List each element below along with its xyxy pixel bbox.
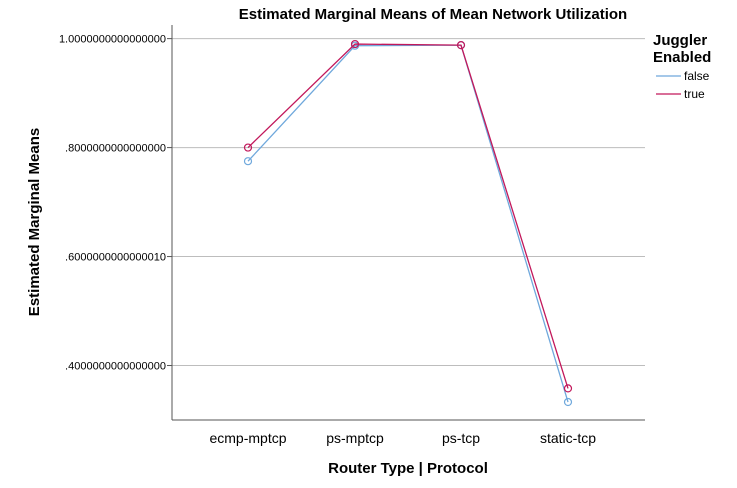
data-point-true (350, 39, 360, 49)
data-point-true (563, 384, 573, 393)
legend-label-true: true (684, 87, 705, 101)
x-tick-label: ps-tcp (442, 430, 480, 446)
data-point-true (243, 143, 253, 152)
legend-label-false: false (684, 69, 710, 83)
y-axis-title: Estimated Marginal Means (26, 128, 43, 316)
x-tick-label: ps-mptcp (326, 430, 384, 446)
data-point-true (456, 41, 466, 50)
legend: Juggler Enabled false true (653, 32, 711, 101)
grid (172, 38, 645, 367)
series-line-false (247, 44, 569, 403)
series-line-true (247, 43, 569, 389)
y-axis-ticks: 1.0000000000000000 .8000000000000000 .6000… (59, 34, 172, 373)
x-tick-label: static-tcp (540, 430, 596, 446)
y-tick-label: .6000000000000010 (65, 252, 166, 264)
y-tick-label: .4000000000000000 (65, 361, 166, 373)
chart-title: Estimated Marginal Means of Mean Network… (239, 6, 627, 23)
y-tick-label: .8000000000000000 (65, 143, 166, 155)
legend-title-line-2: Enabled (653, 49, 711, 66)
x-axis-title: Router Type | Protocol (328, 460, 488, 477)
data-point-false (243, 157, 253, 166)
legend-title-line-1: Juggler (653, 32, 707, 49)
y-tick-label: 1.0000000000000000 (59, 34, 166, 46)
data-point-false (563, 397, 573, 407)
x-tick-label: ecmp-mptcp (209, 430, 286, 446)
series-group (243, 39, 573, 407)
x-axis-ticks: ecmp-mptcp ps-mptcp ps-tcp static-tcp (209, 430, 596, 446)
